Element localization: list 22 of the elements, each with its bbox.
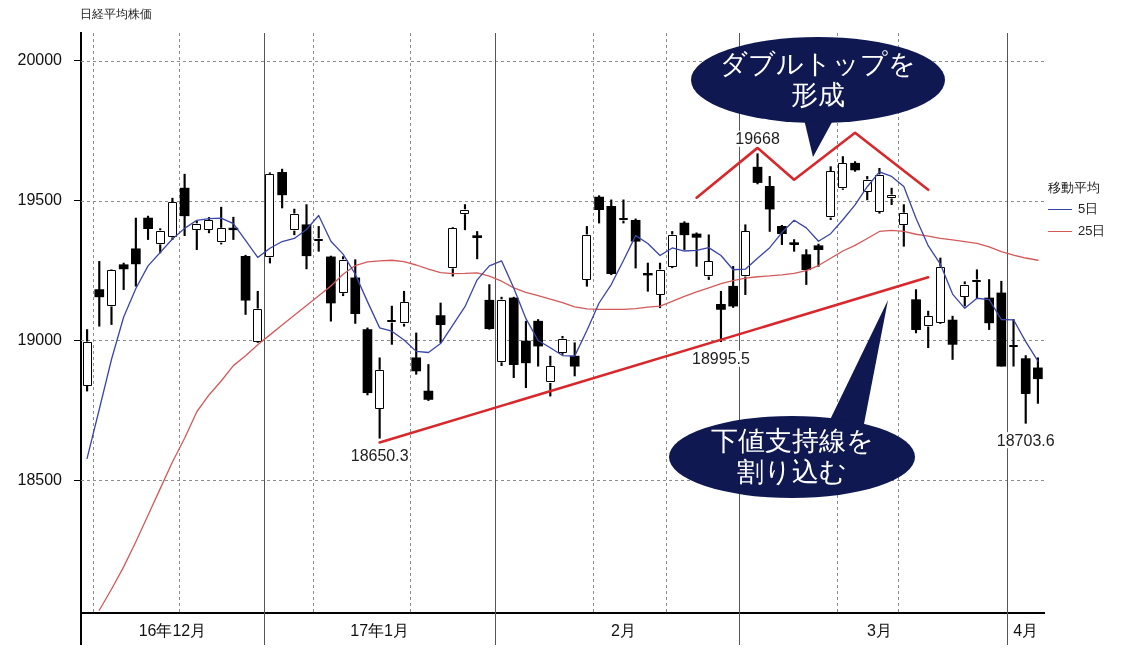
annotation: 18703.6	[996, 431, 1055, 449]
candlestick	[618, 199, 629, 224]
annotation: 19668	[735, 130, 780, 148]
x-tick-label: 4月	[1013, 622, 1039, 640]
x-tick-label: 2月	[611, 622, 636, 640]
annotation: 下値支持線を割り込む	[709, 426, 875, 488]
legend-label: 25日	[1078, 222, 1106, 240]
y-tick-label: 18500	[17, 470, 63, 488]
x-tick-label: 17年1月	[350, 622, 409, 640]
x-tick-label: 3月	[866, 622, 892, 640]
annotation: 18995.5	[692, 350, 750, 368]
annotation: 18650.3	[350, 446, 409, 464]
legend-title: 移動平均	[1048, 179, 1101, 197]
y-axis-title: 日経平均株価	[80, 7, 152, 21]
x-tick-label: 16年12月	[138, 622, 207, 640]
annotation: ダブルトップを形成	[720, 49, 916, 111]
candlestick	[1008, 319, 1019, 367]
legend-label: 5日	[1078, 200, 1099, 218]
y-tick-label: 20000	[17, 51, 63, 69]
y-tick-label: 19000	[17, 330, 63, 348]
candlestick	[813, 243, 824, 267]
y-tick-label: 19500	[17, 191, 63, 209]
